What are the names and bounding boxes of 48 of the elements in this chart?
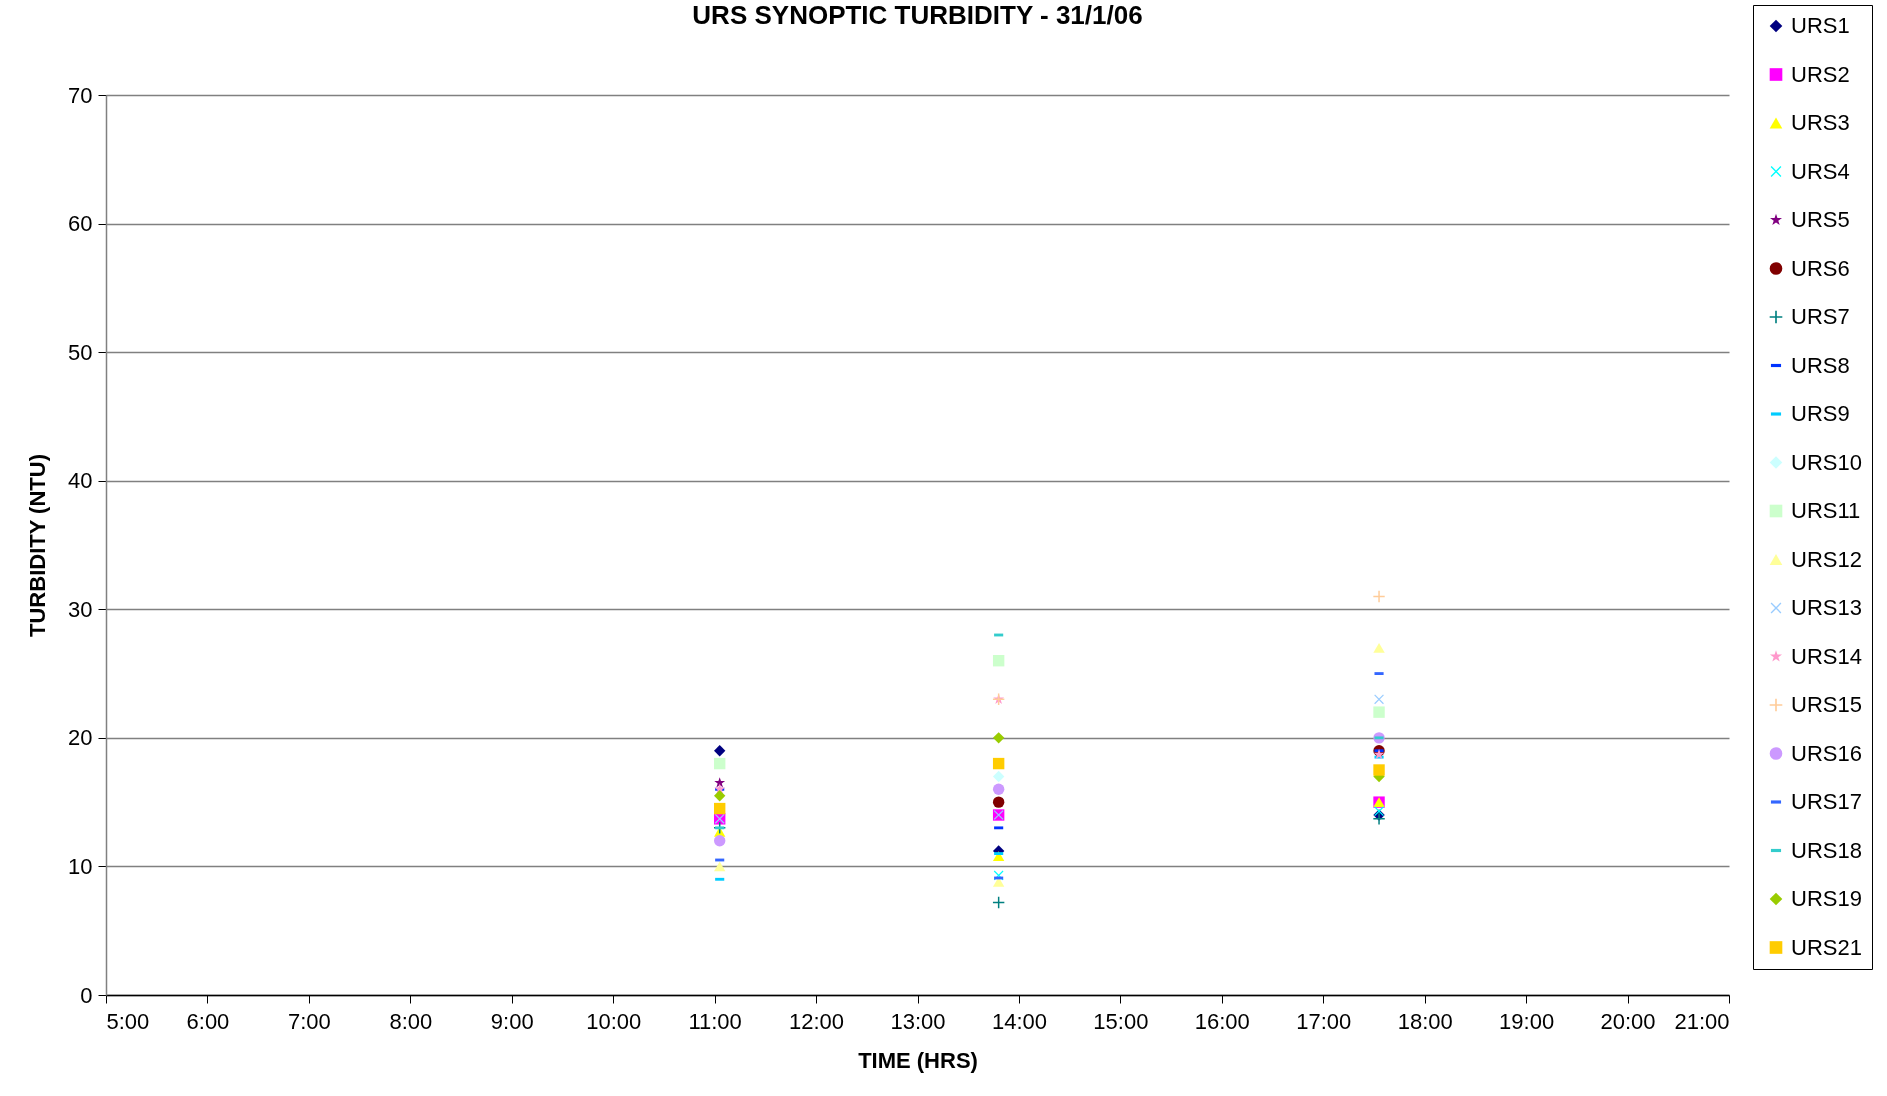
legend-label: URS9 [1791, 401, 1850, 426]
x-tick-label: 18:00 [1397, 1008, 1453, 1034]
legend-label: URS18 [1791, 837, 1862, 863]
chart-title: URS SYNOPTIC TURBIDITY - 31/1/06 [691, 0, 1144, 31]
x-tick-label: 17:00 [1296, 1008, 1352, 1034]
x-tick-label: 21:00 [1674, 1008, 1730, 1034]
y-tick-label: 60 [68, 211, 93, 237]
x-axis-title: TIME (HRS) [858, 1047, 978, 1073]
legend-label: URS16 [1791, 740, 1862, 766]
legend-label: URS4 [1791, 158, 1850, 184]
x-tick-label: 12:00 [789, 1008, 845, 1034]
legend-label: URS17 [1791, 789, 1862, 814]
x-tick-label: 9:00 [490, 1008, 534, 1034]
legend-label: URS10 [1791, 449, 1862, 475]
legend-label: URS1 [1791, 13, 1850, 38]
x-tick-label: 6:00 [186, 1008, 230, 1034]
y-axis-title: TURBIDITY (NTU) [25, 454, 51, 637]
y-tick-label: 50 [68, 339, 93, 365]
x-tick-label: 19:00 [1499, 1008, 1555, 1034]
legend-label: URS21 [1791, 934, 1862, 960]
x-tick-label: 10:00 [586, 1008, 642, 1034]
legend-label: URS19 [1791, 886, 1862, 911]
x-tick-label: 5:00 [106, 1008, 150, 1034]
x-tick-label: 15:00 [1093, 1008, 1149, 1034]
x-tick-label: 11:00 [688, 1008, 742, 1034]
x-tick-label: 20:00 [1600, 1008, 1656, 1034]
legend-label: URS11 [1791, 498, 1861, 523]
legend-label: URS2 [1791, 61, 1850, 87]
x-tick-label: 13:00 [890, 1008, 946, 1034]
legend-label: URS6 [1791, 255, 1850, 281]
x-tick-label: 7:00 [287, 1008, 331, 1034]
legend-label: URS8 [1791, 352, 1850, 378]
y-tick-label: 10 [68, 853, 93, 879]
y-tick-label: 0 [80, 982, 93, 1008]
x-tick-label: 16:00 [1194, 1008, 1250, 1034]
y-tick-label: 30 [68, 596, 93, 622]
x-tick-label: 8:00 [389, 1008, 433, 1034]
y-tick-label: 20 [68, 725, 93, 751]
legend-label: URS13 [1791, 595, 1862, 620]
legend-label: URS15 [1791, 692, 1862, 717]
x-tick-label: 14:00 [991, 1008, 1047, 1034]
y-tick-label: 70 [68, 82, 93, 108]
legend-label: URS7 [1791, 304, 1850, 329]
legend-label: URS14 [1791, 643, 1862, 669]
legend-label: URS12 [1791, 546, 1862, 572]
legend-label: URS3 [1791, 110, 1850, 135]
legend-label: URS5 [1791, 207, 1850, 232]
y-tick-label: 40 [68, 468, 93, 494]
